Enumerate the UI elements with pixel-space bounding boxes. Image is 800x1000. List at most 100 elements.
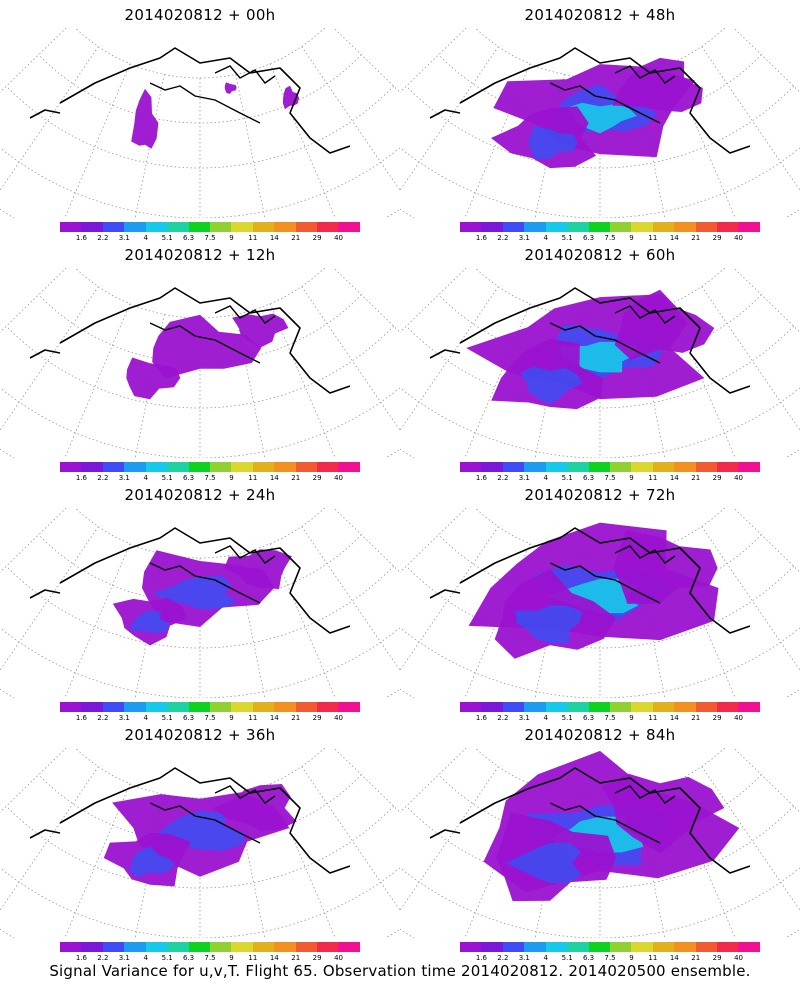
colorbar-swatch bbox=[502, 702, 525, 712]
colorbar-swatch bbox=[252, 222, 275, 232]
colorbar-swatch bbox=[188, 222, 210, 232]
colorbar-tick-label: 2.2 bbox=[497, 954, 509, 962]
latitude-line bbox=[0, 627, 400, 698]
colorbar-tick-label: 21 bbox=[291, 474, 301, 482]
colorbar-swatch bbox=[588, 222, 610, 232]
colorbar-tick-label: 3.1 bbox=[518, 234, 530, 242]
colorbar-tick-label: 9 bbox=[229, 234, 234, 242]
colorbar-swatch bbox=[717, 942, 739, 952]
colorbar-tick-label: 40 bbox=[734, 234, 744, 242]
coastline bbox=[149, 305, 276, 364]
colorbar-swatch bbox=[631, 222, 653, 232]
colorbar-swatch bbox=[188, 462, 210, 472]
colorbar-swatch bbox=[588, 702, 610, 712]
colorbar-swatch bbox=[717, 702, 739, 712]
colorbar-tick-label: 3.1 bbox=[118, 234, 130, 242]
latitude-line bbox=[406, 805, 794, 889]
colorbar-swatch bbox=[524, 222, 546, 232]
polar-map bbox=[0, 28, 400, 218]
panel-title: 2014020812 + 00h bbox=[124, 6, 276, 24]
colorbar-swatch bbox=[567, 702, 589, 712]
polar-map bbox=[400, 268, 800, 458]
colorbar-swatch bbox=[209, 702, 232, 712]
colorbar-tick-label: 2.2 bbox=[497, 474, 509, 482]
colorbar-tick-label: 3.1 bbox=[118, 714, 130, 722]
colorbar-swatch bbox=[609, 702, 632, 712]
colorbar-tick-label: 7.5 bbox=[604, 474, 616, 482]
panel-title: 2014020812 + 60h bbox=[524, 246, 676, 264]
colorbar-swatch bbox=[460, 942, 482, 952]
colorbar-tick-label: 2.2 bbox=[97, 714, 109, 722]
colorbar-swatch bbox=[124, 702, 146, 712]
colorbar-swatch bbox=[102, 462, 125, 472]
variance-region bbox=[232, 313, 289, 348]
colorbar-tick-label: 11 bbox=[648, 714, 658, 722]
colorbar-tick-label: 29 bbox=[312, 234, 322, 242]
colorbar-tick-label: 11 bbox=[648, 474, 658, 482]
colorbar-tick-label: 3.1 bbox=[518, 714, 530, 722]
variance-region bbox=[126, 357, 181, 400]
colorbar-swatch bbox=[124, 462, 146, 472]
colorbar bbox=[460, 462, 760, 472]
polar-map bbox=[0, 748, 400, 938]
colorbar-swatch bbox=[252, 702, 275, 712]
colorbar-swatch bbox=[231, 462, 253, 472]
colorbar-swatch bbox=[674, 462, 696, 472]
colorbar-tick-label: 29 bbox=[312, 474, 322, 482]
coastline bbox=[549, 305, 676, 364]
colorbar-tick-label: 4 bbox=[543, 234, 548, 242]
colorbar-tick-label: 9 bbox=[229, 714, 234, 722]
colorbar-swatch bbox=[167, 222, 189, 232]
colorbar-tick-label: 9 bbox=[229, 954, 234, 962]
colorbar-swatch bbox=[274, 222, 296, 232]
colorbar bbox=[460, 942, 760, 952]
colorbar-swatch bbox=[317, 462, 339, 472]
colorbar-tick-label: 4 bbox=[543, 954, 548, 962]
colorbar-tick-label: 14 bbox=[669, 954, 679, 962]
colorbar-swatch bbox=[524, 462, 546, 472]
map-panel: 2014020812 + 00h 1.6 2.2 3.1 4 5.1 6.3 7.5 9 11 14… bbox=[0, 0, 400, 242]
colorbar-tick-label: 1.6 bbox=[75, 234, 87, 242]
colorbar-tick-label: 9 bbox=[629, 234, 634, 242]
colorbar-tick-label: 5.1 bbox=[561, 714, 573, 722]
colorbar-tick-label: 1.6 bbox=[75, 954, 87, 962]
colorbar-tick-label: 2.2 bbox=[497, 714, 509, 722]
colorbar-swatch bbox=[102, 702, 125, 712]
colorbar-swatch bbox=[145, 942, 168, 952]
colorbar-tick-label: 40 bbox=[734, 714, 744, 722]
colorbar-tick-label: 6.3 bbox=[582, 714, 595, 722]
colorbar-swatch bbox=[567, 222, 589, 232]
colorbar-tick-label: 11 bbox=[248, 714, 258, 722]
colorbar-tick-label: 4 bbox=[143, 954, 148, 962]
variance-region bbox=[224, 549, 292, 589]
polar-map bbox=[400, 748, 800, 938]
meridian-line bbox=[301, 286, 400, 432]
colorbar-swatch bbox=[60, 702, 82, 712]
coastline bbox=[29, 527, 351, 634]
colorbar-tick-label: 5.1 bbox=[561, 474, 573, 482]
colorbar-swatch bbox=[481, 942, 503, 952]
variance-region bbox=[520, 366, 583, 405]
meridian-line bbox=[701, 526, 800, 672]
colorbar-swatch bbox=[102, 942, 125, 952]
colorbar-tick-label: 11 bbox=[248, 954, 258, 962]
colorbar-tick-label: 14 bbox=[269, 234, 279, 242]
colorbar-swatch bbox=[145, 702, 168, 712]
coastline bbox=[549, 545, 676, 604]
colorbar-tick-label: 3.1 bbox=[118, 474, 130, 482]
latitude-line bbox=[400, 147, 800, 218]
colorbar-swatch bbox=[695, 462, 718, 472]
colorbar bbox=[60, 702, 360, 712]
coastline bbox=[549, 65, 676, 124]
colorbar-swatch bbox=[738, 942, 760, 952]
colorbar-tick-label: 1.6 bbox=[475, 954, 487, 962]
colorbar-swatch bbox=[524, 702, 546, 712]
colorbar-labels: 1.6 2.2 3.1 4 5.1 6.3 7.5 9 11 14 21 29 40 bbox=[460, 234, 760, 244]
colorbar-tick-label: 3.1 bbox=[518, 954, 530, 962]
colorbar-swatch bbox=[695, 942, 718, 952]
map-panel: 2014020812 + 48h 1.6 2.2 3.1 4 5.1 6.3 7.5 9 11 14… bbox=[400, 0, 800, 242]
colorbar-tick-label: 6.3 bbox=[582, 234, 595, 242]
colorbar-tick-label: 4 bbox=[143, 474, 148, 482]
colorbar-swatch bbox=[295, 942, 318, 952]
meridian-line bbox=[235, 74, 266, 218]
